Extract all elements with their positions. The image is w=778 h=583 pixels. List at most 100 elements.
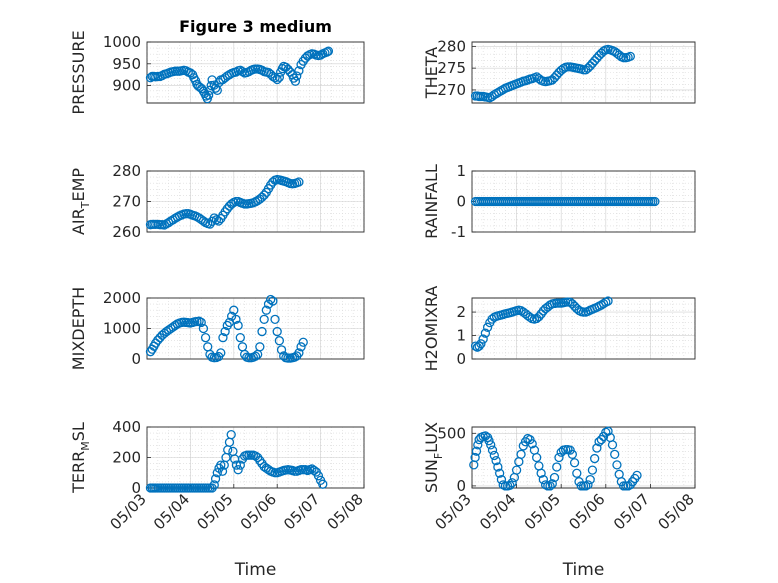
data-point (229, 305, 239, 315)
data-point (218, 332, 228, 343)
data-point (505, 480, 515, 491)
y-tick-label: 1000 (103, 320, 141, 338)
data-point (554, 452, 564, 463)
data-point (525, 312, 535, 322)
data-point (318, 479, 328, 489)
data-point (603, 426, 613, 436)
data-series (470, 44, 635, 103)
data-series (145, 429, 328, 493)
data-point (231, 314, 241, 325)
data-point (259, 314, 269, 325)
data-point (491, 456, 501, 466)
data-series (145, 294, 308, 363)
data-point (569, 458, 580, 468)
x-tick-label: 05/05 (193, 490, 236, 533)
y-axis-label: AIRTEMP (69, 168, 92, 235)
axes-sun-flux: 0 500 05/03 05/04 05/05 05/06 05/07 05/08 SUNFLU… (422, 422, 698, 580)
data-series (145, 174, 304, 230)
data-series (470, 296, 613, 352)
data-point (233, 320, 243, 331)
y-tick-label: 270 (437, 81, 466, 99)
data-point (298, 337, 308, 347)
data-point (598, 46, 609, 56)
data-point (489, 90, 499, 100)
data-point (592, 443, 602, 453)
data-point (294, 348, 304, 358)
data-point (323, 46, 334, 56)
x-tick-label: 05/06 (237, 490, 280, 533)
data-point (603, 296, 613, 306)
data-point (322, 47, 332, 57)
data-point (233, 465, 243, 475)
data-point (194, 316, 204, 326)
x-axis-label: Time (562, 560, 605, 580)
data-point (259, 190, 269, 200)
data-point (272, 326, 282, 337)
x-tick-label: 05/03 (432, 490, 475, 533)
y-tick-label: 0 (456, 350, 466, 368)
data-point (213, 216, 224, 226)
y-tick-label: 950 (112, 55, 141, 73)
y-axis-label: RAINFALL (422, 164, 441, 239)
y-tick-label: 275 (437, 59, 466, 77)
y-tick-label: 0 (131, 479, 141, 497)
y-tick-label: 1 (456, 162, 466, 180)
y-tick-label: 500 (437, 424, 466, 442)
x-tick-label: 05/03 (107, 490, 150, 533)
axes-frame (471, 297, 696, 360)
data-point (470, 341, 481, 351)
data-point (527, 439, 537, 449)
data-point (536, 468, 546, 478)
axes-rainfall: -1 0 1 RAINFALL (422, 162, 696, 241)
data-point (487, 445, 498, 455)
data-point (516, 449, 526, 459)
data-point (235, 460, 245, 470)
y-axis-label: H2OMIXRA (422, 286, 441, 372)
axes-h2omixra: 0 1 2 H2OMIXRA (422, 286, 696, 372)
data-point (486, 440, 496, 450)
data-point (210, 474, 221, 484)
minor-grid (471, 298, 696, 359)
data-point (268, 296, 278, 306)
data-point (257, 326, 267, 337)
data-point (302, 51, 313, 61)
data-point (534, 312, 544, 322)
y-tick-label: 1 (456, 327, 466, 345)
x-tick-label: 05/04 (150, 490, 193, 533)
data-point (476, 339, 486, 349)
y-axis-label: THETA (422, 47, 441, 99)
data-point (235, 332, 245, 343)
x-tick-label: 05/04 (476, 490, 519, 533)
data-point (220, 326, 230, 337)
data-point (296, 342, 306, 352)
y-tick-label: 280 (112, 162, 141, 180)
data-point (276, 345, 287, 355)
y-tick-label: 1000 (103, 33, 141, 51)
y-tick-label: 270 (112, 193, 141, 211)
data-point (270, 73, 280, 83)
y-tick-label: 0 (456, 477, 466, 495)
data-point (572, 468, 582, 478)
data-point (216, 348, 226, 358)
y-tick-label: 400 (112, 418, 141, 436)
data-point (493, 462, 503, 472)
x-tick-label: 05/08 (324, 490, 367, 533)
y-axis-label-subscript: M (79, 441, 92, 451)
data-point (272, 74, 282, 85)
y-axis-label: SUNFLUX (422, 422, 445, 493)
data-series (469, 426, 642, 491)
data-point (482, 322, 493, 332)
y-tick-label: -1 (451, 223, 466, 241)
x-tick-label: 05/07 (610, 490, 653, 533)
data-point (470, 452, 480, 463)
data-point (489, 450, 499, 461)
chart-title: Figure 3 medium (179, 17, 332, 36)
x-tick-label: 05/08 (655, 490, 698, 533)
data-point (545, 481, 555, 491)
data-point (209, 480, 219, 490)
data-point (585, 474, 595, 485)
data-point (274, 336, 285, 346)
x-axis-label: Time (234, 560, 277, 580)
data-point (650, 196, 660, 207)
